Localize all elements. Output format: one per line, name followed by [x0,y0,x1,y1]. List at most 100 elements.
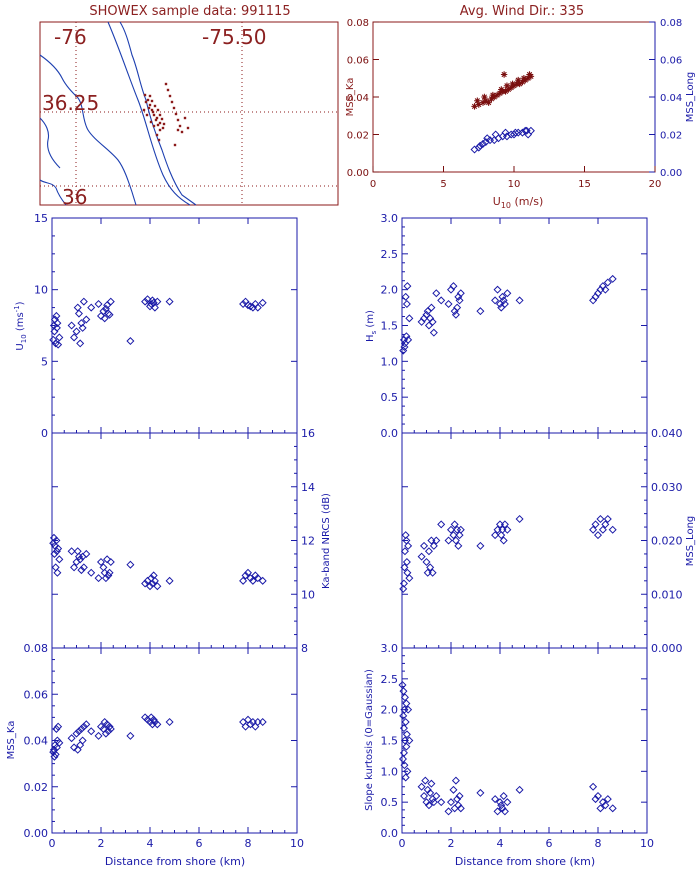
msska-point [153,720,162,729]
u10-point [55,333,64,342]
wind-x-tick-label: 15 [578,179,591,190]
msslong-point [399,579,408,588]
nrcs-point [126,560,135,569]
map-sample-point [143,93,147,97]
map-sample-point [164,82,168,86]
hs-ylabel: Hs (m) [365,310,378,342]
y-tick-label: 1.5 [381,320,399,333]
msska-point [105,722,114,731]
wind-ka-point [526,71,533,78]
map-sample-point [178,124,182,128]
nrcs-point [87,568,96,577]
y-tick-label: 1.0 [381,765,399,778]
hs-point [451,310,460,319]
y-tick-label: 5 [41,355,48,368]
nrcs-point [94,574,103,583]
kurt-point [424,801,433,810]
map-sample-point [173,143,177,147]
y-tick-label: 0.030 [651,481,683,494]
y-tick-label: 0.020 [651,535,683,548]
u10-point [87,303,96,312]
nrcs-point [253,574,262,583]
msslong-point [420,541,429,550]
nrcs-point [258,576,267,585]
u10-point [243,301,253,310]
u10-point [79,297,88,306]
nrcs-point [55,555,64,564]
wind-ka-point [505,86,512,93]
kurt-point [400,705,409,714]
msslong-point [400,547,409,556]
map-sample-point [158,121,162,125]
kurt-point [401,773,410,782]
kurt-point [491,795,500,804]
msslong-point [453,525,462,534]
kurt-point [400,761,409,770]
msska-point [67,734,76,743]
wind-ka-point [500,71,508,78]
map-sample-point [162,122,166,126]
wind-ka-point [498,86,505,93]
x-tick-label: 10 [640,837,654,850]
msska-point [104,727,113,736]
map-sample-point [183,116,187,120]
wind-ka-point [502,88,509,95]
map-sample-point [155,133,159,137]
kurt-point [456,804,465,813]
kurt-point [402,742,411,751]
msslong-point [444,536,453,545]
wind-long-point [476,141,485,150]
wind-ka-point [474,97,481,104]
x-tick-label: 8 [595,837,602,850]
kurt-point [398,754,407,764]
nrcs-point [100,568,109,577]
wind-ka-point [482,97,489,104]
x-tick-label: 2 [448,837,455,850]
nrcs-ylabel: Ka-band NRCS (dB) [321,493,332,589]
msslong-point [596,514,605,524]
hs-point [503,289,512,298]
msska-point [246,720,255,729]
nrcs-panel: 8 10 12 14 16 Ka-band NRCS (dB) [49,427,332,655]
u10-point [73,303,82,312]
hs-point [476,307,485,316]
wind-ylabel: MSS_Ka [345,78,356,117]
y-tick-label: 1.5 [381,735,399,748]
nrcs-point [74,552,83,561]
wind-y-tick-label: 0.04 [347,93,369,104]
msslong-point [603,514,612,524]
y-tick-label: 0.08 [24,642,49,655]
msslong-point [608,525,617,534]
kurt-point [420,791,429,801]
wind-ka-point [516,80,523,88]
msska-point [253,717,262,727]
msska-point [87,727,96,736]
kurt-point [453,795,462,804]
x-tick-label: 0 [49,837,56,850]
kurt-point [427,779,436,788]
msska-point [239,717,248,727]
wind-ka-point [509,80,516,88]
kurt-point [399,687,408,696]
y-tick-label: 0.04 [24,735,49,748]
kurt-point [591,795,600,804]
msska-point [241,722,250,731]
map-sample-point [154,118,158,122]
wind-y2-tick-label: 0.06 [660,56,682,67]
map-sample-point [148,94,152,98]
map-sample-point [155,116,159,120]
map-sample-point [153,104,157,108]
y-tick-label: 10 [34,284,48,297]
nrcs-point [165,576,174,585]
x-tick-label: 10 [290,837,304,850]
u10-point [53,319,62,328]
kurt-point [400,693,409,702]
nrcs-point [67,547,76,556]
hs-point [444,299,453,309]
y-tick-label: 3.0 [381,642,399,655]
hs-point [500,299,509,309]
kurt-point [499,791,508,801]
map-sample-point [180,130,184,134]
y-tick-label: 0.010 [651,588,683,601]
msslong-point [451,536,460,545]
